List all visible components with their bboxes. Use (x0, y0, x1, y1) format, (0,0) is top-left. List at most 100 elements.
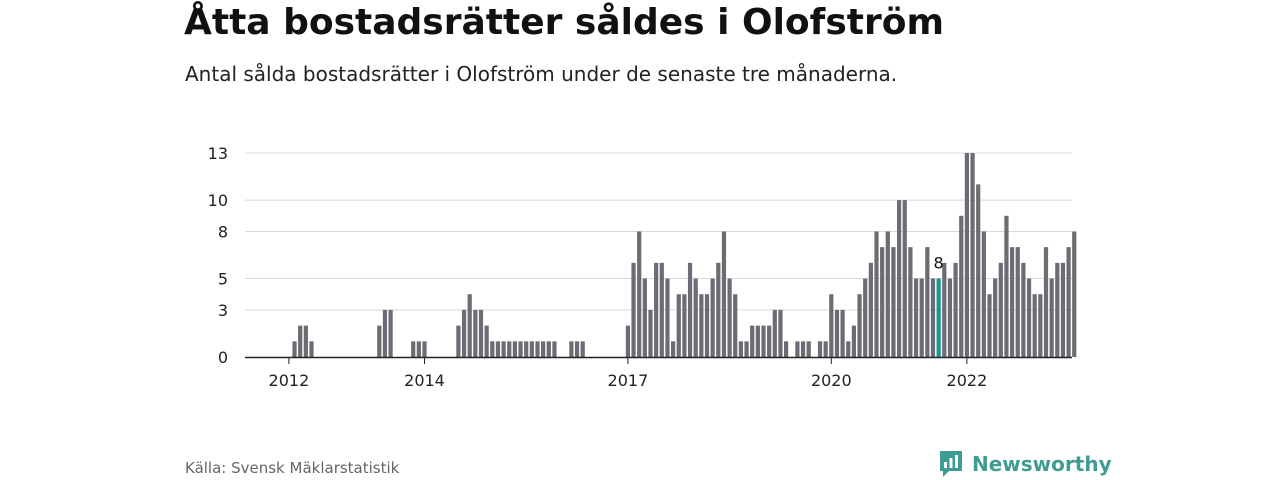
y-tick-label: 10 (208, 191, 228, 210)
bar (993, 278, 998, 357)
bar (1004, 215, 1009, 357)
bar (806, 341, 811, 357)
y-tick-label: 8 (218, 222, 228, 241)
y-tick-label: 13 (208, 144, 228, 163)
bar (665, 278, 670, 357)
y-tick-label: 3 (218, 301, 228, 320)
bar (897, 200, 902, 357)
bar (495, 341, 501, 357)
bar (784, 341, 789, 357)
bar (411, 341, 416, 357)
bar (885, 231, 890, 357)
bar (964, 153, 969, 357)
bar (846, 341, 851, 357)
bar (1043, 247, 1049, 357)
x-tick-label: 2020 (811, 371, 852, 390)
bar (891, 247, 896, 357)
bar-chart: 0 3 5 8 10 13 2012 2014 2017 2020 2022 8 (208, 144, 1077, 390)
bar (761, 325, 766, 357)
newsworthy-logo-icon (940, 451, 962, 477)
bar (541, 341, 546, 357)
bar (461, 309, 467, 357)
bar (1015, 247, 1020, 357)
bar (580, 341, 585, 357)
bar (292, 341, 297, 357)
bar (942, 262, 947, 357)
bar (478, 309, 484, 357)
gridlines (245, 152, 1072, 311)
chart-subtitle: Antal sålda bostadsrätter i Olofström un… (185, 62, 898, 86)
bar (863, 278, 868, 357)
bar (987, 294, 992, 357)
bar (501, 341, 506, 357)
bar (710, 278, 715, 357)
bar (569, 341, 574, 357)
bar (998, 262, 1003, 357)
bar (693, 278, 698, 357)
bar (687, 262, 693, 357)
chart-title: Åtta bostadsrätter såldes i Olofström (184, 2, 944, 43)
bar (829, 294, 834, 357)
bar (1072, 231, 1077, 357)
y-tick-label: 0 (218, 348, 228, 367)
bar-highlight (936, 278, 941, 357)
bars (292, 153, 1077, 357)
bar (507, 341, 512, 357)
bar (868, 262, 873, 357)
bar (834, 309, 840, 357)
bar (840, 309, 845, 357)
bar (631, 262, 636, 357)
bar (1010, 247, 1015, 357)
bar (682, 294, 687, 357)
bar (738, 341, 743, 357)
bar (976, 184, 981, 357)
axis-ticks: 0 3 5 8 10 13 2012 2014 2017 2020 2022 (208, 144, 988, 390)
bar (1055, 262, 1060, 357)
x-tick-label: 2014 (404, 371, 445, 390)
bar (704, 294, 710, 357)
bar (518, 341, 523, 357)
bar (529, 341, 534, 357)
bar (377, 325, 382, 357)
bar (857, 294, 862, 357)
bar (817, 341, 823, 357)
bar (303, 325, 308, 357)
bar (880, 247, 885, 357)
bar (1060, 262, 1066, 357)
bar (800, 341, 806, 357)
source-note: Källa: Svensk Mäklarstatistik (185, 459, 400, 477)
brand-logo[interactable]: Newsworthy (938, 449, 1112, 479)
bar (309, 341, 314, 357)
bar (659, 262, 664, 357)
bar (654, 262, 659, 357)
bar (778, 309, 783, 357)
bar (1049, 278, 1054, 357)
bar (648, 309, 653, 357)
bar (473, 309, 478, 357)
bar (767, 325, 772, 357)
x-tick-label: 2017 (608, 371, 649, 390)
bar (546, 341, 551, 357)
bar (467, 294, 472, 357)
bar (721, 231, 727, 357)
bar (524, 341, 529, 357)
bar (1032, 294, 1037, 357)
bar (1066, 247, 1071, 357)
bar (716, 262, 721, 357)
bar (699, 294, 704, 357)
data-labels: 8 (934, 254, 944, 273)
bar (574, 341, 580, 357)
bar (959, 215, 964, 357)
y-tick-label: 5 (218, 270, 228, 289)
bar (484, 325, 489, 357)
bar (416, 341, 421, 357)
bar (535, 341, 540, 357)
bar (913, 278, 919, 357)
bar (642, 278, 647, 357)
x-tick-label: 2022 (947, 371, 988, 390)
bar (490, 341, 495, 357)
bar (795, 341, 800, 357)
bar (947, 278, 953, 357)
bar (981, 231, 986, 357)
bar (755, 325, 760, 357)
